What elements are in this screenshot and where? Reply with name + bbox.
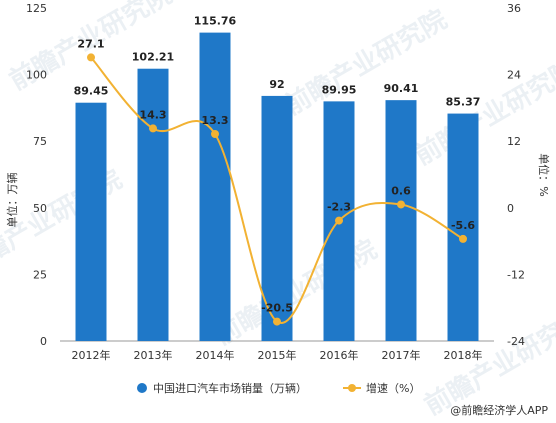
legend-line-label: 增速（%）	[366, 381, 420, 395]
bar	[137, 68, 169, 342]
watermark-text: 前瞻产业研究院	[279, 4, 452, 122]
bar-value-label: 115.76	[194, 15, 237, 28]
bar-value-label: 102.21	[132, 51, 174, 64]
legend-line-marker-dot	[348, 384, 356, 392]
left-tick-label: 75	[33, 135, 47, 148]
bar-value-label: 89.45	[74, 85, 109, 98]
bar-value-label: 92	[269, 78, 284, 91]
bar-value-label: 90.41	[384, 82, 419, 95]
growth-value-label: 27.1	[77, 37, 104, 50]
right-tick-label: -24	[507, 335, 525, 348]
right-tick-label: 0	[507, 202, 514, 215]
bar	[447, 113, 479, 342]
x-tick-label: 2014年	[196, 348, 235, 362]
right-tick-label: 24	[507, 69, 521, 82]
growth-value-label: -20.5	[261, 302, 293, 315]
growth-point	[87, 53, 95, 62]
right-tick-label: 12	[507, 135, 521, 148]
axes: 0 25 50 75 100 125 -24 -12 0 12 24 36 2012年 2013年 2014…	[26, 2, 525, 362]
growth-point	[397, 200, 405, 209]
bar-value-label: 85.37	[446, 96, 481, 109]
growth-point	[211, 129, 219, 138]
right-tick-label: 36	[507, 2, 521, 15]
x-tick-label: 2017年	[382, 348, 421, 362]
left-tick-label: 0	[40, 335, 47, 348]
bar	[199, 32, 231, 342]
bar	[385, 100, 417, 341]
source-credit: @前瞻经济学人APP	[450, 403, 548, 417]
x-tick-label: 2018年	[444, 348, 483, 362]
line-series	[87, 53, 467, 326]
x-tick-label: 2015年	[258, 348, 297, 362]
legend-bar-marker	[137, 383, 147, 393]
growth-value-label: 0.6	[391, 184, 411, 197]
bar	[261, 95, 293, 341]
growth-value-label: 13.3	[201, 114, 228, 127]
legend-bar-label: 中国进口汽车市场销量（万辆）	[153, 381, 307, 395]
growth-value-label: 14.3	[139, 108, 166, 121]
watermark-text: 前瞻产业研究院	[209, 234, 382, 352]
left-tick-label: 25	[33, 268, 47, 281]
right-axis-title: 单位：%	[537, 153, 551, 196]
x-tick-label: 2016年	[320, 348, 359, 362]
left-tick-label: 50	[33, 202, 47, 215]
growth-point	[149, 124, 157, 133]
growth-value-label: -2.3	[327, 201, 351, 214]
left-tick-label: 100	[26, 69, 47, 82]
growth-point	[273, 317, 281, 326]
data-labels: 89.45 102.21 115.76 92 89.95 90.41 85.37 27.1 14…	[74, 15, 481, 315]
watermark-text: 前瞻产业研究院	[409, 54, 556, 172]
left-axis-title: 单位：万辆	[5, 173, 19, 228]
bar	[75, 102, 107, 341]
legend: 中国进口汽车市场销量（万辆） 增速（%）	[137, 381, 420, 395]
growth-point	[459, 234, 467, 243]
bar-value-label: 89.95	[322, 83, 357, 96]
x-tick-label: 2013年	[134, 348, 173, 362]
growth-point	[335, 216, 343, 225]
right-tick-label: -12	[507, 268, 525, 281]
growth-value-label: -5.6	[451, 219, 475, 232]
watermark-text: 前瞻产业研究院	[0, 164, 127, 282]
x-tick-label: 2012年	[72, 348, 111, 362]
bar-series	[75, 32, 479, 342]
left-tick-label: 125	[26, 2, 47, 15]
